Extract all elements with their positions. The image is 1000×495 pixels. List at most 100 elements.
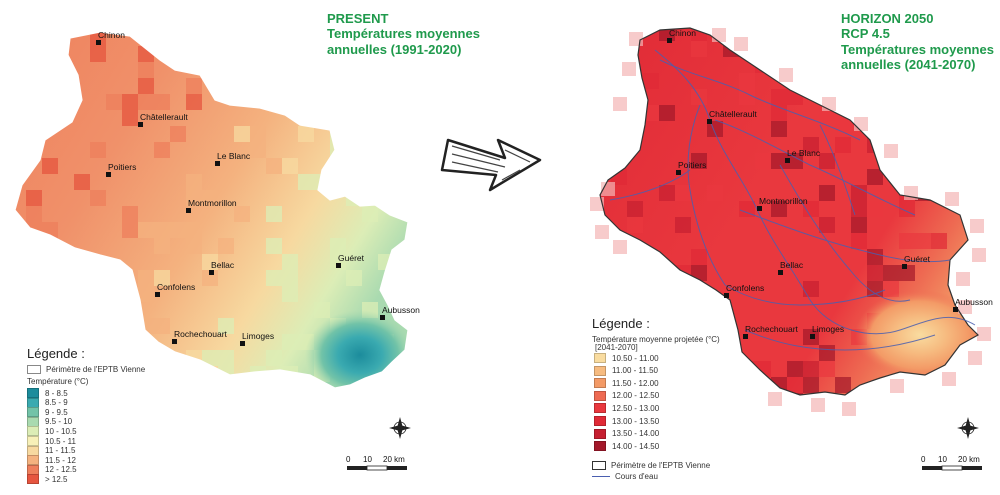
raster-halo-cell (842, 402, 856, 416)
legend-label: 11.50 - 12.00 (612, 378, 659, 388)
legend-swatch (27, 407, 39, 418)
raster-cell (202, 254, 218, 270)
scale-tick: 20 km (958, 455, 980, 464)
legend-class: 8.5 - 9 (27, 397, 68, 408)
raster-cell (346, 270, 362, 286)
raster-cell (931, 393, 947, 395)
raster-cell (186, 32, 202, 46)
city-label: Rochechouart (745, 324, 798, 334)
raster-cell (899, 233, 915, 249)
scale-tick: 20 km (383, 455, 405, 464)
legend-class: 11.5 - 12 (27, 455, 76, 466)
city-marker (778, 270, 783, 275)
city-label: Chinon (669, 28, 696, 38)
raster-cell (819, 217, 835, 233)
raster-cell (122, 222, 138, 238)
city-marker (96, 40, 101, 45)
raster-cell (250, 142, 266, 158)
legend-swatch (27, 455, 39, 466)
raster-cell (362, 382, 378, 388)
raster-cell (90, 46, 106, 62)
raster-cell (282, 334, 298, 350)
raster-cell (979, 185, 995, 201)
raster-cell (835, 121, 851, 137)
legend-label: 8 - 8.5 (45, 388, 68, 398)
raster-cell (410, 62, 426, 78)
raster-cell (867, 73, 883, 89)
raster-cell (266, 270, 282, 286)
city-marker (380, 315, 385, 320)
raster-cell (394, 270, 408, 286)
legend-class: 11.00 - 11.50 (594, 365, 658, 376)
raster-cell (410, 318, 426, 334)
raster-cell (803, 281, 819, 297)
raster-halo-cell (970, 219, 984, 233)
eptb-boundary-left (14, 31, 409, 389)
legend-swatch (27, 436, 39, 446)
scale-tick: 10 (938, 455, 947, 464)
raster-cell (867, 281, 883, 297)
legend-class: 12.50 - 13.00 (594, 403, 659, 414)
north-arrow-icon-right (957, 417, 979, 439)
raster-cell (58, 78, 74, 94)
raster-cell (122, 110, 138, 126)
city-label: Châtellerault (709, 109, 757, 119)
legend-swatch (594, 365, 606, 376)
legend-swatch (27, 388, 39, 398)
raster-cell (707, 377, 723, 393)
raster-cell (771, 89, 787, 105)
raster-cell (979, 121, 995, 137)
raster-cell (298, 126, 314, 142)
raster-cell (803, 137, 819, 153)
raster-cell (675, 185, 691, 201)
legend-swatch (594, 390, 606, 401)
raster-cell (170, 126, 186, 142)
title-line: annuelles (1991-2020) (327, 41, 462, 57)
city-marker (757, 206, 762, 211)
raster-cell (627, 121, 643, 137)
raster-cell (122, 94, 138, 110)
city-marker (743, 334, 748, 339)
rivers (609, 49, 976, 351)
legend-rivers: Cours d'eau (592, 472, 658, 481)
raster-cell (314, 174, 330, 190)
raster-cell (851, 201, 867, 217)
raster-cell (410, 206, 426, 222)
raster-cell (627, 217, 643, 233)
city-marker (724, 293, 729, 298)
raster-cell (42, 238, 58, 254)
eptb-boundary-right (599, 27, 979, 396)
river-label: Cours d'eau (615, 472, 658, 481)
scale-tick: 0 (921, 455, 926, 464)
raster-cell (755, 28, 771, 41)
raster-cell (378, 94, 394, 110)
raster-cell (154, 222, 170, 238)
raster-cell (282, 270, 298, 286)
raster-halo-cell (712, 28, 726, 42)
raster-halo-cell (811, 398, 825, 412)
city-label: Le Blanc (787, 148, 821, 158)
raster-cell (771, 153, 787, 169)
legend-class: 13.50 - 14.00 (594, 428, 659, 439)
horizon-title: HORIZON 2050 RCP 4.5 Températures moyenn… (841, 11, 994, 72)
raster-cell (979, 393, 995, 409)
raster-cell (410, 110, 426, 126)
city-label: Rochechouart (174, 329, 227, 339)
raster-cell (74, 174, 90, 190)
legend-label: 11 - 11.5 (45, 446, 76, 456)
title-line: annuelles (2041-2070) (841, 56, 976, 72)
legend-heading: Légende : (27, 346, 85, 361)
raster-cell (202, 350, 218, 366)
raster-cell (931, 233, 947, 249)
legend-subtitle-line: Température moyenne projetée (°C) (592, 335, 720, 344)
raster-cell (218, 238, 234, 254)
raster-cell (138, 270, 154, 286)
legend-label: 14.00 - 14.50 (612, 441, 660, 451)
boundary-swatch (27, 365, 41, 374)
raster-cell (154, 94, 170, 110)
boundary-label: Périmètre de l'EPTB Vienne (46, 365, 146, 374)
raster-cell (15, 286, 26, 302)
raster-cell (899, 73, 915, 89)
raster-halo-cell (590, 197, 604, 211)
legend-label: 12 - 12.5 (45, 465, 77, 475)
